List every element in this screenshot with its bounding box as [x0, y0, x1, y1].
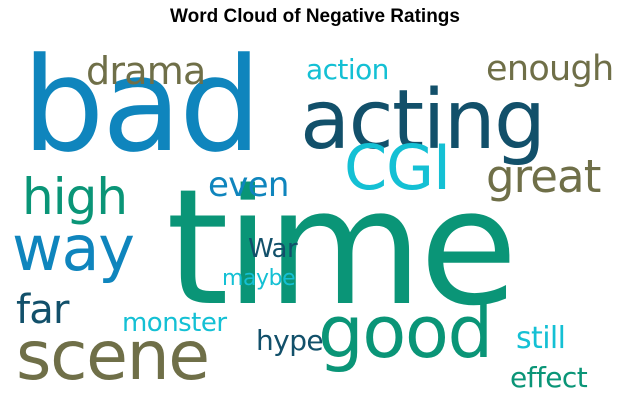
word-still: still — [516, 321, 566, 356]
word-action: action — [306, 53, 389, 86]
word-scene: scene — [16, 317, 210, 396]
word-high: high — [22, 168, 128, 226]
word-effect: effect — [510, 361, 588, 394]
word-way: way — [12, 212, 135, 285]
word-hype: hype — [256, 324, 324, 357]
word-good: good — [318, 290, 493, 374]
word-war: War — [248, 234, 298, 264]
word-cloud: time bad acting CGI good scene way high … — [0, 40, 630, 402]
chart-title: Word Cloud of Negative Ratings — [170, 6, 460, 27]
word-enough: enough — [486, 49, 614, 89]
word-maybe: maybe — [222, 266, 296, 291]
word-far: far — [16, 287, 69, 333]
word-cgi: CGI — [344, 131, 451, 204]
word-acting: acting — [300, 73, 546, 168]
word-monster: monster — [122, 308, 227, 338]
word-bad: bad — [22, 40, 262, 181]
word-great: great — [486, 150, 601, 203]
word-drama: drama — [86, 49, 206, 93]
word-time: time — [166, 154, 518, 341]
word-even: even — [208, 165, 289, 205]
